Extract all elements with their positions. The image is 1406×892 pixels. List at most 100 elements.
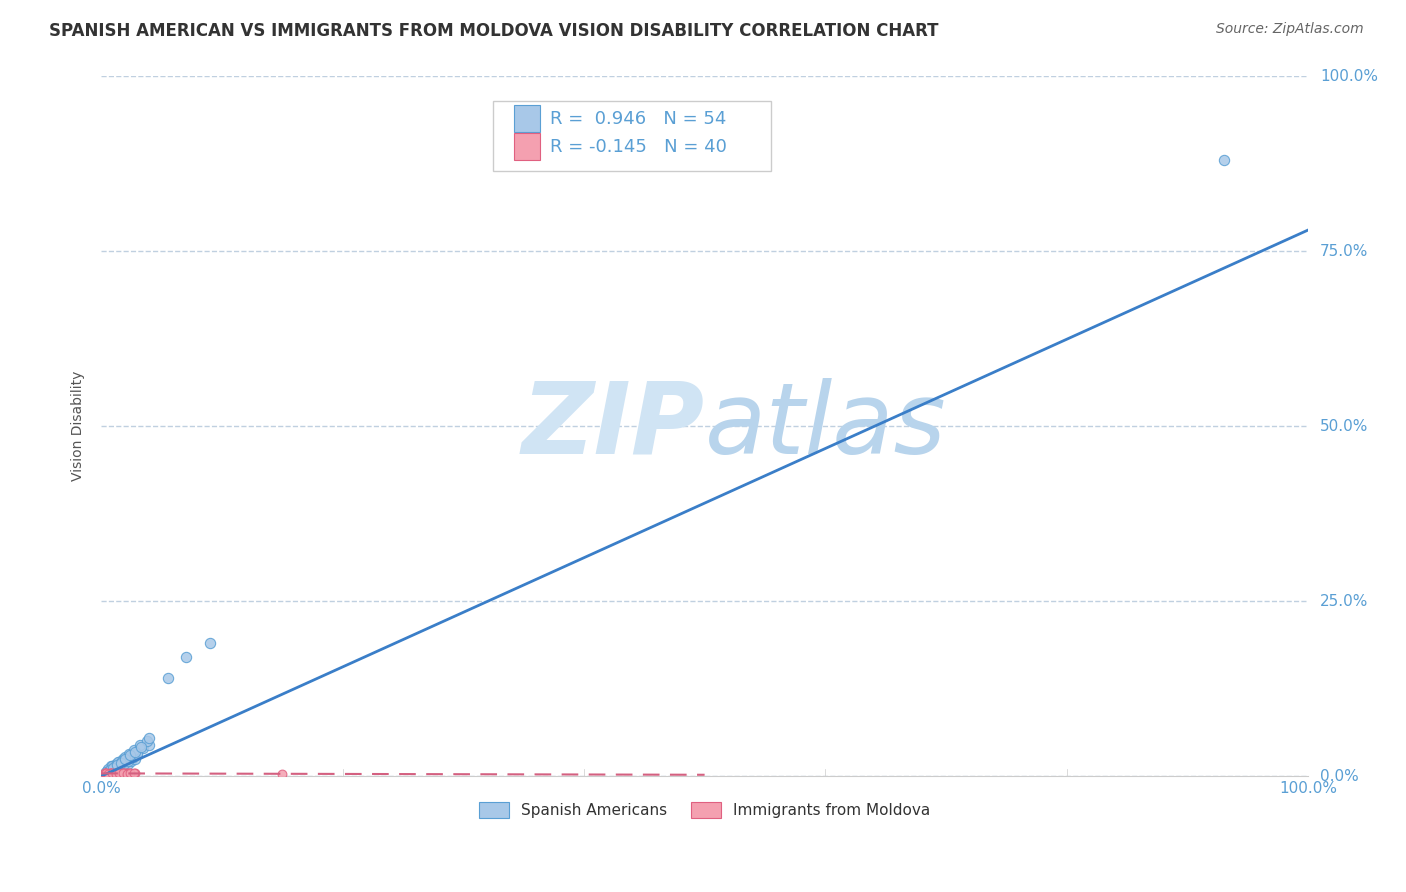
Point <box>117 754 139 768</box>
Point <box>136 734 159 748</box>
Point <box>110 766 132 780</box>
Point <box>114 754 136 768</box>
Text: 25.0%: 25.0% <box>1320 594 1368 608</box>
Point <box>124 745 146 759</box>
Point <box>115 767 138 781</box>
Point <box>120 765 142 780</box>
Point <box>110 767 132 781</box>
Point <box>271 767 294 781</box>
Point <box>124 766 146 780</box>
Point <box>96 767 118 781</box>
Point <box>121 749 143 764</box>
FancyBboxPatch shape <box>515 105 540 132</box>
Point <box>103 762 125 776</box>
Text: Source: ZipAtlas.com: Source: ZipAtlas.com <box>1216 22 1364 37</box>
Text: R = -0.145   N = 40: R = -0.145 N = 40 <box>550 138 727 156</box>
Point <box>128 738 150 752</box>
Point <box>111 752 134 766</box>
Point <box>112 756 135 771</box>
Point <box>100 758 122 772</box>
Point <box>98 764 121 779</box>
FancyBboxPatch shape <box>494 101 770 170</box>
Point <box>112 767 135 781</box>
Point <box>104 756 127 771</box>
Point <box>112 765 135 780</box>
Point <box>103 765 125 780</box>
Text: 100.0%: 100.0% <box>1320 69 1378 84</box>
FancyBboxPatch shape <box>515 134 540 160</box>
Point <box>96 764 118 778</box>
Point <box>120 748 142 763</box>
Point <box>94 765 117 780</box>
Point <box>129 739 152 754</box>
Text: atlas: atlas <box>704 377 946 475</box>
Point <box>122 742 145 756</box>
Point <box>156 671 179 685</box>
Point <box>108 765 131 780</box>
Point <box>117 767 139 781</box>
Point <box>1212 153 1234 167</box>
Point <box>110 756 132 770</box>
Point <box>120 766 142 780</box>
Point <box>105 758 128 772</box>
Point <box>110 760 132 774</box>
Point <box>101 767 124 781</box>
Point <box>97 767 120 781</box>
Point <box>114 755 136 769</box>
Point <box>127 745 149 759</box>
Point <box>107 755 129 769</box>
Point <box>103 764 125 778</box>
Point <box>104 766 127 780</box>
Text: 75.0%: 75.0% <box>1320 244 1368 259</box>
Legend: Spanish Americans, Immigrants from Moldova: Spanish Americans, Immigrants from Moldo… <box>472 797 936 824</box>
Point <box>94 765 117 780</box>
Point <box>111 758 134 772</box>
Point <box>97 767 120 781</box>
Point <box>198 636 221 650</box>
Point <box>98 763 121 777</box>
Point <box>104 758 127 772</box>
Point <box>111 765 134 780</box>
Point <box>100 762 122 776</box>
Point <box>115 765 138 780</box>
Point <box>108 767 131 781</box>
Point <box>98 765 121 780</box>
Text: 50.0%: 50.0% <box>1320 418 1368 434</box>
Point <box>120 754 142 768</box>
Text: R =  0.946   N = 54: R = 0.946 N = 54 <box>550 111 727 128</box>
Y-axis label: Vision Disability: Vision Disability <box>72 371 86 482</box>
Text: 0.0%: 0.0% <box>1320 769 1358 784</box>
Point <box>103 767 125 781</box>
Point <box>174 650 197 665</box>
Point <box>96 767 118 781</box>
Point <box>117 766 139 780</box>
Point <box>132 741 155 756</box>
Point <box>93 767 115 781</box>
Point <box>138 738 160 752</box>
Point <box>107 767 129 781</box>
Point <box>114 766 136 780</box>
Point <box>94 766 117 780</box>
Point <box>105 758 128 772</box>
Point <box>117 756 139 771</box>
Point <box>94 766 117 780</box>
Point <box>103 761 125 775</box>
Point <box>111 766 134 780</box>
Point <box>127 747 149 761</box>
Point <box>138 731 160 745</box>
Point <box>103 767 125 781</box>
Point <box>98 766 121 780</box>
Point <box>114 752 136 766</box>
Point <box>124 752 146 766</box>
Point <box>101 759 124 773</box>
Point <box>94 764 117 779</box>
Point <box>101 766 124 780</box>
Point <box>111 754 134 768</box>
Point <box>105 766 128 780</box>
Text: SPANISH AMERICAN VS IMMIGRANTS FROM MOLDOVA VISION DISABILITY CORRELATION CHART: SPANISH AMERICAN VS IMMIGRANTS FROM MOLD… <box>49 22 939 40</box>
Point <box>101 761 124 775</box>
Point <box>96 765 118 780</box>
Point <box>122 766 145 780</box>
Point <box>120 748 142 763</box>
Point <box>118 747 141 761</box>
